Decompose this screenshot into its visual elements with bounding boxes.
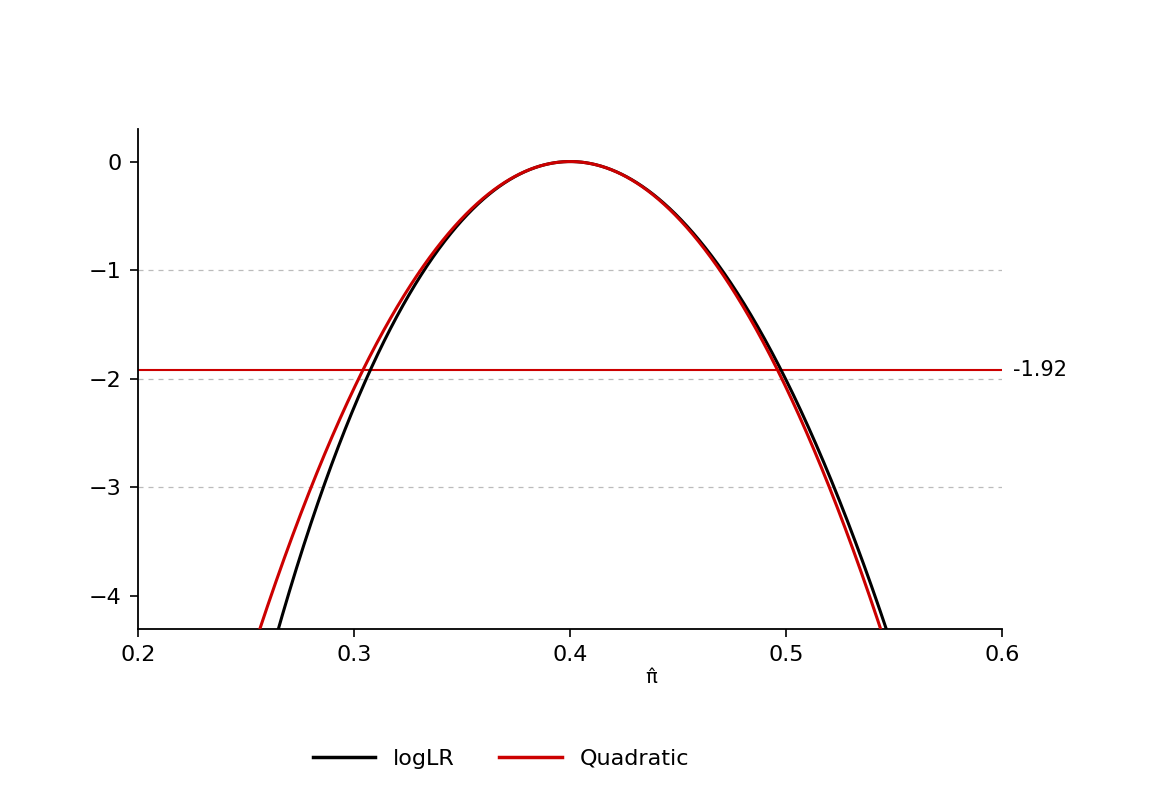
Text: -1.92: -1.92 — [1014, 360, 1068, 380]
Legend: logLR, Quadratic: logLR, Quadratic — [304, 740, 698, 778]
Text: π̂: π̂ — [645, 667, 657, 687]
